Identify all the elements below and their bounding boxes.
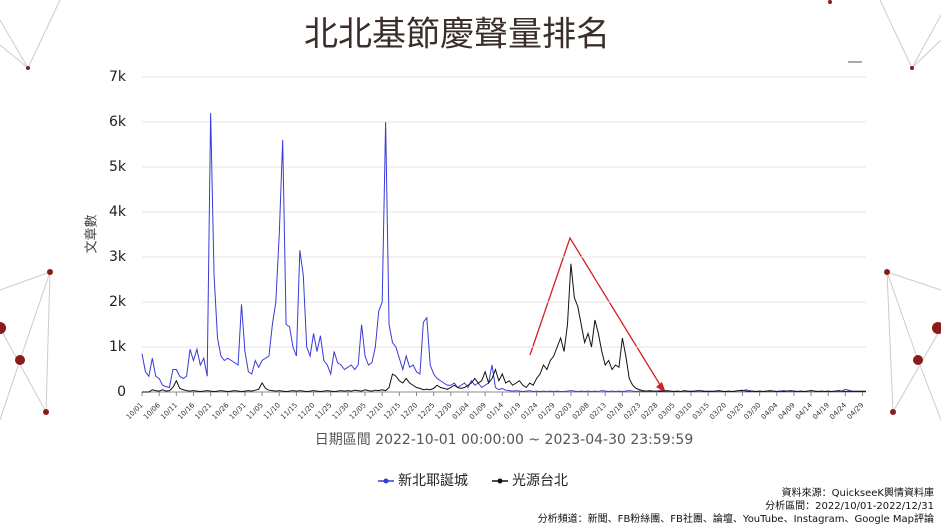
x-tick-label: 01/24 — [519, 401, 539, 421]
series-line — [142, 263, 867, 393]
x-tick-label: 04/29 — [845, 401, 865, 421]
x-tick-label: 11/15 — [279, 401, 299, 421]
legend-item: 光源台北 — [492, 473, 568, 489]
x-tick-label: 02/28 — [640, 401, 660, 421]
legend-marker — [383, 478, 389, 484]
annotation — [529, 236, 666, 393]
x-tick-label: 11/25 — [314, 401, 334, 421]
x-tick-label: 12/10 — [365, 401, 385, 421]
x-tick-label: 02/08 — [571, 401, 591, 421]
x-tick-label: 02/03 — [554, 401, 574, 421]
x-tick-label: 10/31 — [228, 401, 248, 421]
x-tick-label: 12/30 — [434, 401, 454, 421]
x-tick-label: 03/05 — [657, 401, 677, 421]
x-tick-label: 03/10 — [674, 401, 694, 421]
x-tick-label: 12/25 — [417, 401, 437, 421]
chart-title: 北北基節慶聲量排名 — [304, 15, 610, 55]
x-tick-label: 10/01 — [125, 401, 145, 421]
x-tick-label: 11/30 — [331, 401, 351, 421]
x-tick-label: 01/19 — [502, 401, 522, 421]
series-line — [141, 112, 867, 393]
x-tick-label: 04/04 — [760, 401, 780, 421]
y-axis-label: 文章數 — [84, 214, 100, 253]
legend-item: 新北耶誕城 — [378, 473, 468, 489]
x-tick-label: 02/23 — [622, 401, 642, 421]
x-tick-label: 11/10 — [262, 401, 282, 421]
x-tick-label: 10/16 — [176, 401, 196, 421]
x-tick-label: 01/14 — [485, 401, 505, 421]
x-tick-label: 12/05 — [348, 401, 368, 421]
x-tick-label: 01/04 — [451, 401, 471, 421]
y-tick-label: 2k — [109, 294, 127, 310]
source-note: 資料來源：QuickseeK輿情資料庫 — [782, 486, 934, 499]
x-tick-label: 03/15 — [691, 401, 711, 421]
x-tick-label: 10/11 — [159, 401, 179, 421]
x-tick-label: 11/20 — [296, 401, 316, 421]
x-tick-label: 12/15 — [382, 401, 402, 421]
y-tick-label: 0 — [117, 384, 126, 400]
x-tick-label: 02/18 — [605, 401, 625, 421]
y-tick-label: 4k — [109, 204, 127, 220]
x-tick-label: 01/29 — [537, 401, 557, 421]
source-note: 分析區間：2022/10/01-2022/12/31 — [765, 499, 934, 512]
y-tick-label: 7k — [109, 69, 127, 85]
x-tick-label: 04/19 — [811, 401, 831, 421]
x-tick-label: 04/14 — [794, 401, 814, 421]
x-tick-label: 03/25 — [725, 401, 745, 421]
legend-marker — [497, 478, 503, 484]
x-tick-label: 01/09 — [468, 401, 488, 421]
y-tick-label: 6k — [109, 114, 127, 130]
source-note: 分析頻道：新聞、FB粉絲團、FB社團、論壇、YouTube、Instagram、… — [538, 512, 934, 525]
y-tick-label: 3k — [109, 249, 127, 265]
x-tick-label: 04/24 — [828, 401, 848, 421]
x-tick-label: 04/09 — [777, 401, 797, 421]
decoration — [0, 0, 941, 421]
x-tick-label: 11/05 — [245, 401, 265, 421]
x-tick-label: 10/21 — [194, 401, 214, 421]
x-tick-label: 03/20 — [708, 401, 728, 421]
y-tick-label: 1k — [109, 339, 127, 355]
x-axis-label: 日期區間 2022-10-01 00:00:00 ~ 2023-04-30 23… — [315, 432, 693, 448]
legend-label: 新北耶誕城 — [398, 473, 468, 489]
x-tick-label: 10/06 — [142, 401, 162, 421]
x-tick-label: 12/20 — [399, 401, 419, 421]
legend-label: 光源台北 — [512, 473, 568, 489]
x-tick-label: 02/13 — [588, 401, 608, 421]
y-tick-label: 5k — [109, 159, 127, 175]
x-tick-label: 10/26 — [211, 401, 231, 421]
x-tick-label: 03/30 — [743, 401, 763, 421]
